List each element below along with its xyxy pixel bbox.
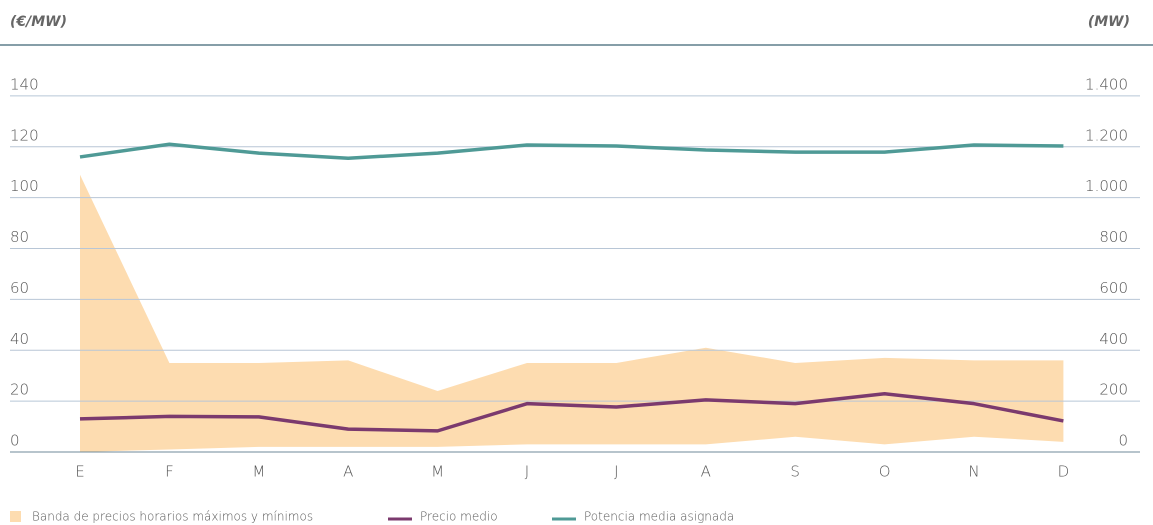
y-tick-label: 140 — [10, 75, 39, 93]
price-band — [80, 174, 1064, 452]
y2-tick-label: 600 — [1099, 279, 1128, 297]
legend-label: Potencia media asignada — [584, 510, 734, 524]
y-tick-label: 20 — [10, 381, 29, 399]
y-tick-label: 0 — [10, 432, 20, 450]
x-tick-label: E — [75, 463, 84, 481]
y2-tick-label: 0 — [1118, 432, 1128, 450]
x-tick-label: J — [614, 463, 618, 481]
y2-tick-label: 1.200 — [1085, 126, 1128, 144]
legend-swatch — [10, 511, 21, 522]
x-tick-label: J — [525, 463, 529, 481]
legend-label: Precio medio — [420, 510, 498, 524]
x-tick-label: A — [701, 463, 711, 481]
y-tick-label: 120 — [10, 126, 39, 144]
x-tick-label: M — [252, 463, 265, 481]
x-tick-label: O — [879, 463, 891, 481]
x-tick-label: D — [1058, 463, 1070, 481]
x-tick-label: F — [165, 463, 174, 481]
y2-tick-label: 1.000 — [1085, 177, 1128, 195]
x-tick-label: S — [790, 463, 800, 481]
y2-tick-label: 200 — [1099, 381, 1128, 399]
series-line — [79, 391, 1064, 433]
y-tick-label: 100 — [10, 177, 39, 195]
y2-axis-label: (MW) — [1088, 14, 1130, 30]
y2-tick-label: 400 — [1099, 330, 1128, 348]
legend-label: Banda de precios horarios máximos y míni… — [32, 510, 313, 524]
y-axis-label: (€/MW) — [10, 14, 67, 30]
y2-tick-label: 1.400 — [1085, 75, 1128, 93]
y-tick-label: 80 — [10, 228, 29, 246]
y-tick-label: 40 — [10, 330, 29, 348]
x-tick-label: N — [968, 463, 979, 481]
y2-tick-label: 800 — [1099, 228, 1128, 246]
x-tick-label: A — [343, 463, 353, 481]
y-tick-label: 60 — [10, 279, 29, 297]
series-line — [79, 142, 1064, 160]
x-tick-label: M — [431, 463, 444, 481]
